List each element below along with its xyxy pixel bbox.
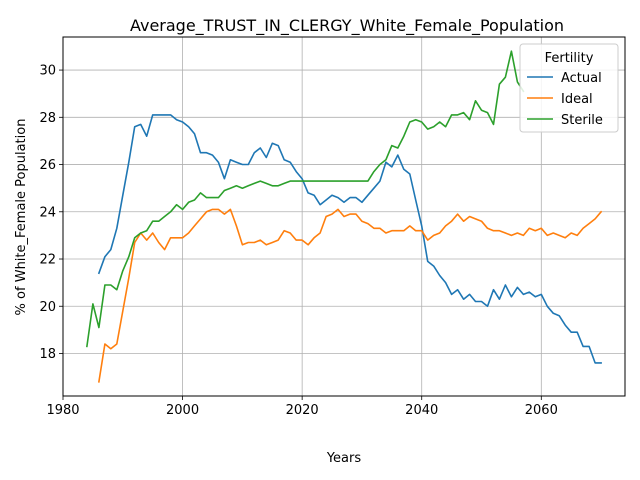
y-axis-title: % of White_Female Population: [14, 119, 29, 316]
axis-ticks: 1980 2000 2020 2040 2060 18 20 22 24 26 28 30: [39, 64, 557, 418]
x-tick-label: 2040: [405, 403, 438, 418]
legend-label-actual: Actual: [561, 71, 602, 86]
series-line-sterile: [85, 50, 525, 348]
series-line-ideal: [97, 208, 603, 383]
y-tick-label: 26: [39, 158, 56, 173]
y-tick-label: 30: [39, 64, 56, 79]
chart-title: Average_TRUST_IN_CLERGY_White_Female_Pop…: [130, 16, 564, 36]
legend-items: Actual Ideal Sterile: [527, 71, 603, 128]
legend: Fertility Actual Ideal Sterile: [519, 43, 619, 133]
x-axis-title: Years: [326, 451, 362, 466]
y-tick-label: 24: [39, 205, 56, 220]
legend-label-sterile: Sterile: [561, 113, 603, 128]
y-tick-label: 28: [39, 111, 56, 126]
x-tick-label: 2060: [525, 403, 558, 418]
series-line-actual: [97, 114, 602, 364]
x-tick-label: 2020: [286, 403, 319, 418]
legend-title: Fertility: [545, 51, 594, 66]
y-tick-label: 18: [39, 347, 56, 362]
x-tick-label: 2000: [166, 403, 199, 418]
x-tick-label: 1980: [46, 403, 79, 418]
series-layer: [85, 50, 603, 383]
plot-frame: [62, 36, 626, 397]
legend-box: [519, 43, 619, 133]
y-tick-label: 22: [39, 253, 56, 268]
legend-label-ideal: Ideal: [561, 92, 593, 107]
y-tick-label: 20: [39, 300, 56, 315]
